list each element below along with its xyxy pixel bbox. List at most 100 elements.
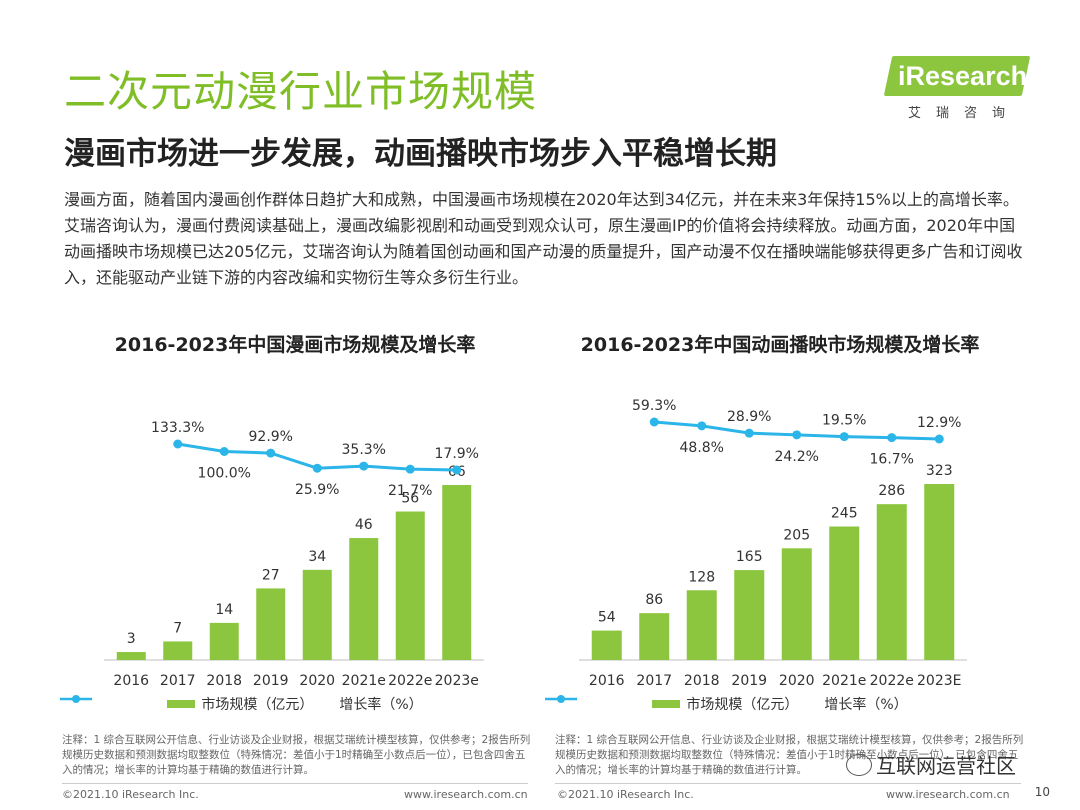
bar-2016 xyxy=(116,652,146,660)
page-subtitle: 漫画市场进一步发展，动画播映市场步入平稳增长期 xyxy=(64,136,777,172)
x-tick-2016: 2016 xyxy=(589,673,625,689)
legend-bar-swatch xyxy=(167,700,196,708)
growth-label-2018: 100.0% xyxy=(198,466,251,482)
animation-market-chart-svg: 54 86 128 165 205 245 286 323 2016 2017 2018 2019 20… xyxy=(579,398,967,689)
legend-line-swatch xyxy=(60,695,92,703)
growth-label-2020: 25.9% xyxy=(295,482,339,498)
x-tick-2023E: 2023E xyxy=(917,673,961,689)
x-tick-2021e: 2021e xyxy=(822,673,866,689)
growth-point-2017 xyxy=(173,439,183,449)
x-tick-2017: 2017 xyxy=(636,673,672,689)
x-tick-2019: 2019 xyxy=(253,673,289,689)
logo-text: iResearch xyxy=(898,61,1028,91)
growth-label-2023E: 12.9% xyxy=(917,415,961,431)
footer-copyright-right: ©2021.10 iResearch Inc. xyxy=(557,788,694,801)
bar-label-2017: 86 xyxy=(645,592,663,608)
bar-2016 xyxy=(591,630,622,660)
x-tick-2016: 2016 xyxy=(113,673,149,689)
growth-label-2018: 48.8% xyxy=(680,440,724,456)
bar-label-2021e: 46 xyxy=(355,517,373,533)
animation-chart-legend: 市场规模（亿元） 增长率（%） xyxy=(545,694,1015,714)
bar-label-2016: 3 xyxy=(127,631,136,647)
bar-2017 xyxy=(163,641,193,660)
bar-2019 xyxy=(256,588,286,660)
x-tick-2022e: 2022e xyxy=(388,673,432,689)
comics-chart-title: 2016-2023年中国漫画市场规模及增长率 xyxy=(114,334,476,356)
note-left: 注释：1 综合互联网公开信息、行业访谈及企业财报，根据艾瑞统计模型核算，仅供参考… xyxy=(62,734,531,776)
legend-item-market-size: 市场规模（亿元） xyxy=(652,694,798,714)
bar-2020 xyxy=(302,569,332,660)
bar-label-2018: 128 xyxy=(688,569,715,585)
x-tick-2023e: 2023e xyxy=(435,673,479,689)
growth-point-2020 xyxy=(312,463,322,473)
wechat-icon xyxy=(846,753,872,776)
x-tick-2020: 2020 xyxy=(779,673,815,689)
comics-market-chart: 37142734465666201620172018201920202021e2… xyxy=(60,322,530,722)
comics-chart-legend: 市场规模（亿元） 增长率（%） xyxy=(60,694,530,714)
footer-url-right[interactable]: www.iresearch.com.cn xyxy=(886,788,1010,801)
bar-2020 xyxy=(781,548,812,660)
growth-label-2020: 24.2% xyxy=(775,449,819,465)
comics-market-chart-svg: 37142734465666201620172018201920202021e2… xyxy=(104,420,484,689)
bar-2019 xyxy=(734,570,765,660)
x-tick-2019: 2019 xyxy=(731,673,767,689)
legend-label: 增长率（%） xyxy=(339,697,423,713)
bar-2023e xyxy=(442,485,472,660)
legend-label: 增长率（%） xyxy=(824,697,908,713)
watermark: 互联网运营社区 xyxy=(846,750,1016,779)
legend-label: 市场规模（亿元） xyxy=(686,697,799,713)
bar-2021e xyxy=(349,538,379,660)
growth-point-2022e xyxy=(405,464,415,474)
bar-label-2022e: 56 xyxy=(401,491,419,507)
growth-point-2019 xyxy=(744,428,754,438)
growth-point-2023E xyxy=(934,434,944,444)
legend-bar-swatch xyxy=(652,700,681,708)
animation-chart-title: 2016-2023年中国动画播映市场规模及增长率 xyxy=(580,334,980,356)
intro-paragraph: 漫画方面，随着国内漫画创作群体日趋扩大和成熟，中国漫画市场规模在2020年达到3… xyxy=(64,190,1023,287)
bar-label-2018: 14 xyxy=(215,602,233,618)
legend-line-swatch xyxy=(545,695,577,703)
x-tick-2022e: 2022e xyxy=(870,673,914,689)
legend-label: 市场规模（亿元） xyxy=(201,697,314,713)
growth-label-2022e: 21.7% xyxy=(388,483,432,499)
x-tick-2018: 2018 xyxy=(684,673,720,689)
bar-2022e xyxy=(395,511,425,660)
growth-label-2019: 92.9% xyxy=(249,429,293,445)
bar-label-2017: 7 xyxy=(173,620,182,636)
page-title: 二次元动漫行业市场规模 xyxy=(64,67,538,116)
bar-2021e xyxy=(829,526,860,660)
growth-label-2021e: 19.5% xyxy=(822,413,866,429)
growth-point-2018 xyxy=(697,421,707,431)
bar-2017 xyxy=(639,613,670,660)
bar-label-2020: 205 xyxy=(783,527,810,543)
bar-2018 xyxy=(686,590,717,660)
growth-label-2019: 28.9% xyxy=(727,409,771,425)
growth-label-2017: 133.3% xyxy=(151,420,204,436)
growth-label-2023e: 17.9% xyxy=(435,446,479,462)
growth-point-2020 xyxy=(792,430,802,440)
legend-item-growth-rate: 增长率（%） xyxy=(545,694,908,714)
x-tick-2020: 2020 xyxy=(299,673,335,689)
footer-divider-right xyxy=(555,783,1021,784)
growth-label-2022e: 16.7% xyxy=(870,452,914,468)
growth-point-2018 xyxy=(219,447,229,457)
logo-cn-text: 艾瑞咨询 xyxy=(908,106,1021,121)
bar-label-2020: 34 xyxy=(308,549,326,565)
footer-url-left[interactable]: www.iresearch.com.cn xyxy=(404,788,528,801)
growth-label-2017: 59.3% xyxy=(632,398,676,414)
bar-label-2019: 27 xyxy=(262,567,280,583)
growth-point-2021e xyxy=(359,461,369,471)
growth-point-2017 xyxy=(649,417,659,427)
x-tick-2018: 2018 xyxy=(206,673,242,689)
page-number: 10 xyxy=(1034,785,1050,799)
bar-label-2019: 165 xyxy=(736,549,763,565)
growth-point-2022e xyxy=(887,433,897,443)
growth-label-2021e: 35.3% xyxy=(342,442,386,458)
footer-copyright-left: ©2021.10 iResearch Inc. xyxy=(62,788,199,801)
footer-divider-left xyxy=(62,783,528,784)
x-tick-2021e: 2021e xyxy=(342,673,386,689)
bar-label-2021e: 245 xyxy=(831,506,858,522)
legend-item-market-size: 市场规模（亿元） xyxy=(167,694,313,714)
growth-point-2023e xyxy=(452,465,462,475)
bar-label-2023E: 323 xyxy=(926,463,953,479)
